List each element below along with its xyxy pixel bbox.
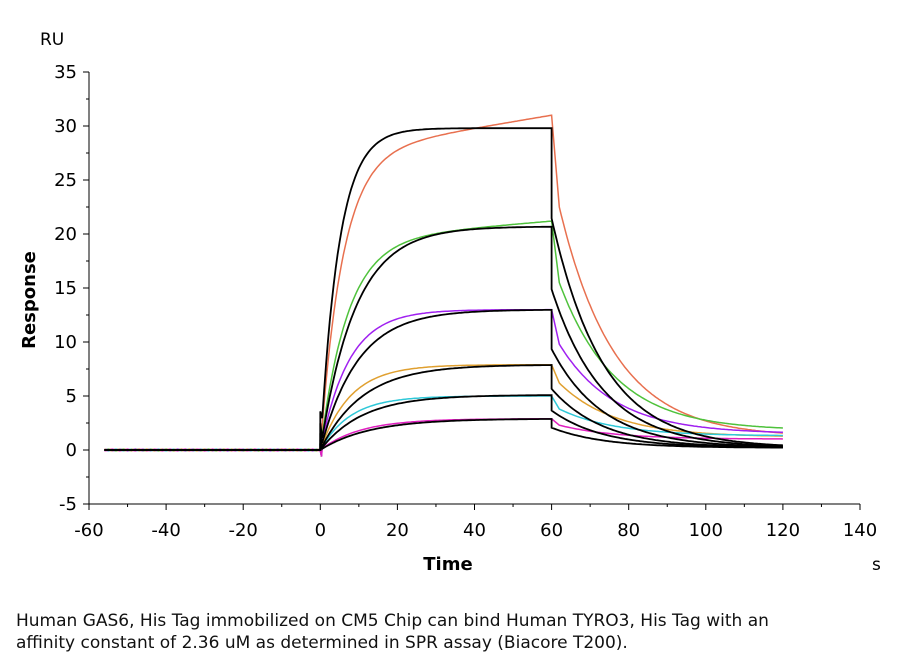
fit-curve xyxy=(104,364,783,451)
y-axis-title: Response xyxy=(19,251,40,349)
y-tick-label: -5 xyxy=(59,494,77,515)
y-tick-label: 5 xyxy=(66,386,77,407)
y-tick-label: 35 xyxy=(54,62,77,83)
x-tick-label: -20 xyxy=(228,520,257,541)
fit-curve xyxy=(104,418,783,451)
x-tick-label: 0 xyxy=(315,520,326,541)
axes: -60 -40 -20 0 20 40 60 80 100 120 140 -5 0 5 10 15 20 25 3… xyxy=(54,62,877,541)
caption-line-1: Human GAS6, His Tag immobilized on CM5 C… xyxy=(16,611,769,631)
x-axis-title: Time xyxy=(423,554,472,575)
y-tick-label: 30 xyxy=(54,116,77,137)
x-tick-label: 60 xyxy=(540,520,563,541)
caption-line-2: affinity constant of 2.36 uM as determin… xyxy=(16,633,628,653)
x-tick-label: 80 xyxy=(617,520,640,541)
y-tick-label: 25 xyxy=(54,170,77,191)
figure-caption: Human GAS6, His Tag immobilized on CM5 C… xyxy=(16,610,876,654)
x-tick-label: 20 xyxy=(386,520,409,541)
x-tick-label: 140 xyxy=(843,520,877,541)
measured-curve xyxy=(104,395,783,457)
y-tick-label: 0 xyxy=(66,440,77,461)
fit-curve xyxy=(104,309,783,451)
y-tick-label: 10 xyxy=(54,332,77,353)
fit-curve xyxy=(104,127,783,451)
x-tick-label: 120 xyxy=(766,520,800,541)
y-tick-label: 15 xyxy=(54,278,77,299)
x-unit-label: s xyxy=(872,555,881,575)
y-unit-label: RU xyxy=(40,30,64,50)
y-tick-label: 20 xyxy=(54,224,77,245)
x-tick-label: -60 xyxy=(74,520,103,541)
spr-sensorgram-chart: RU s Response Time -60 -40 -20 0 20 40 60 80 100… xyxy=(19,30,881,575)
x-tick-label: 100 xyxy=(689,520,723,541)
x-tick-label: 40 xyxy=(463,520,486,541)
x-tick-label: -40 xyxy=(151,520,180,541)
traces xyxy=(104,114,783,457)
fit-curve xyxy=(104,225,783,451)
fit-curve xyxy=(104,394,783,451)
measured-curve xyxy=(104,114,783,457)
